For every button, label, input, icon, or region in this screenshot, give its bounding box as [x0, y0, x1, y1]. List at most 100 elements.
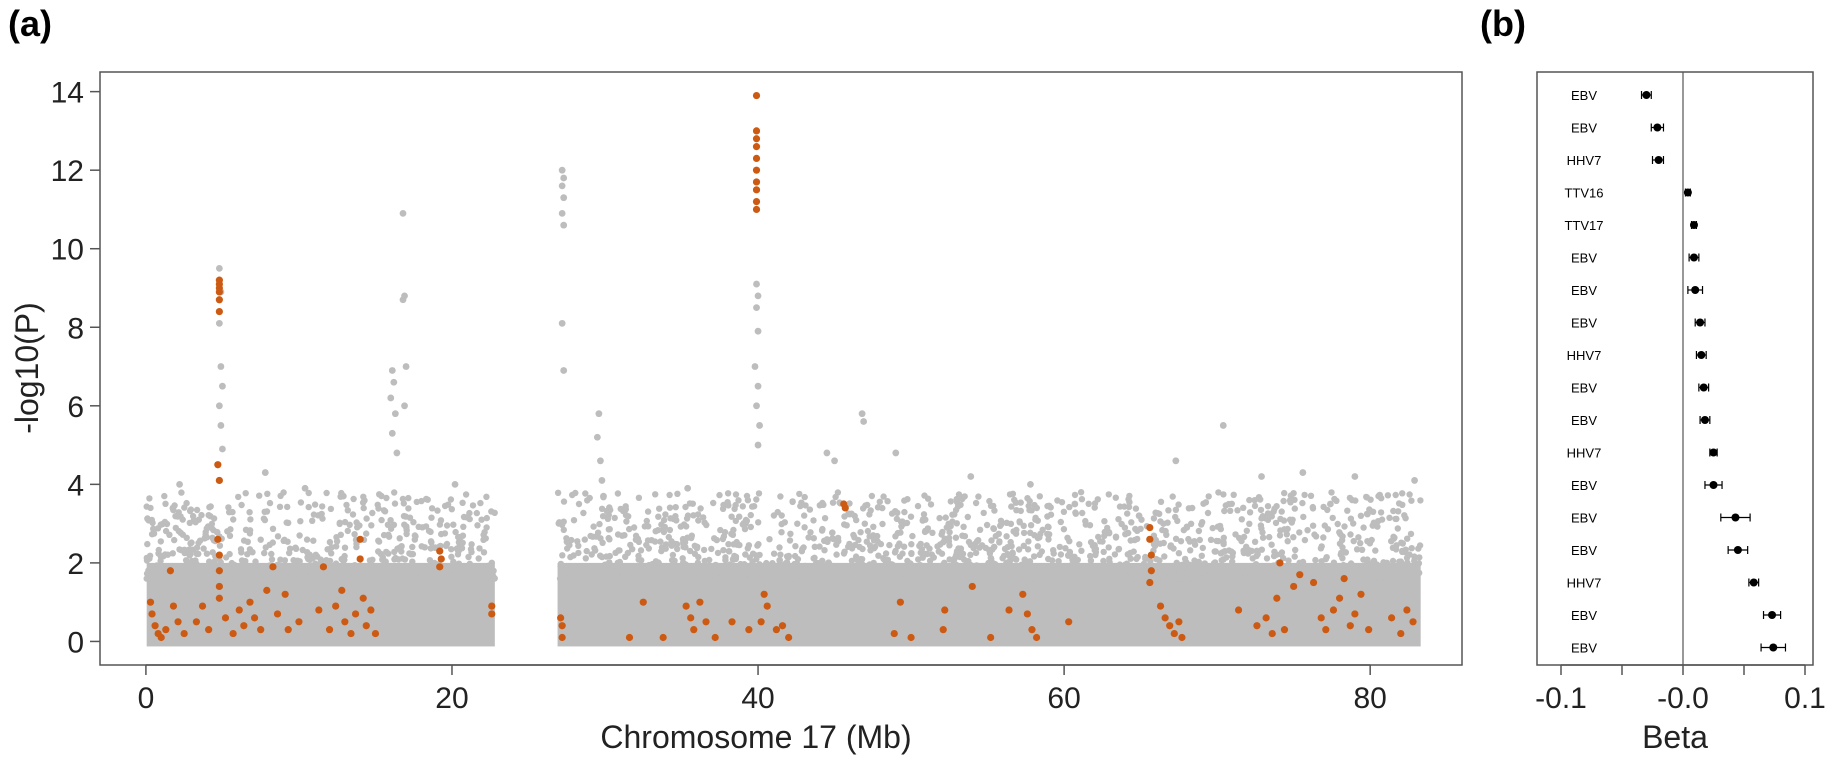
highlighted-snp-point: [281, 590, 289, 598]
snp-texture-dot: [319, 515, 326, 522]
snp-texture-dot: [256, 492, 263, 499]
snp-texture-dot: [1296, 529, 1303, 536]
panel-b-label: (b): [1480, 3, 1526, 44]
snp-texture-dot: [391, 500, 399, 507]
highlighted-snp-point: [263, 586, 271, 594]
snp-texture-dot: [862, 563, 869, 570]
snp-texture-dot: [1128, 519, 1135, 526]
forest-x-axis: -0.1 -0.0 0.1: [1535, 664, 1826, 715]
snp-texture-dot: [1092, 569, 1100, 576]
snp-texture-dot: [629, 546, 636, 553]
beta-estimate-point: [1697, 351, 1706, 359]
snp-texture-dot: [995, 575, 1002, 582]
highlighted-snp-point: [1170, 629, 1178, 638]
snp-texture-dot: [403, 530, 410, 538]
snp-texture-dot: [217, 558, 224, 566]
snp-texture-dot: [363, 530, 370, 537]
snp-texture-dot: [317, 556, 324, 563]
background-snp-point: [831, 457, 838, 465]
snp-texture-dot: [416, 565, 423, 573]
snp-texture-dot: [561, 574, 569, 581]
snp-texture-dot: [1291, 553, 1298, 560]
highlighted-snp-point: [639, 598, 647, 606]
snp-texture-dot: [1154, 510, 1162, 517]
snp-texture-dot: [1229, 558, 1236, 565]
snp-texture-dot: [409, 558, 416, 565]
snp-texture-dot: [997, 522, 1004, 529]
snp-texture-dot: [975, 575, 982, 582]
snp-texture-dot: [1007, 566, 1014, 573]
snp-texture-dot: [349, 511, 357, 518]
snp-texture-dot: [303, 536, 311, 543]
snp-texture-dot: [1278, 508, 1285, 515]
snp-texture-dot: [478, 516, 485, 523]
snp-texture-dot: [323, 489, 330, 497]
highlighted-snp-point: [315, 606, 323, 614]
background-snp-point: [560, 221, 568, 229]
snp-texture-dot: [1304, 573, 1311, 580]
snp-texture-dot: [455, 533, 462, 541]
beta-estimate-point: [1769, 643, 1778, 652]
snp-texture-dot: [1253, 552, 1260, 560]
snp-texture-dot: [823, 569, 830, 576]
snp-texture-dot: [747, 511, 754, 519]
forest-x-axis-title: Beta: [1642, 719, 1708, 755]
forest-row-label: EBV: [1571, 511, 1597, 526]
snp-texture-dot: [740, 575, 747, 582]
highlighted-snp-point: [728, 618, 736, 626]
highlighted-snp-point: [229, 629, 237, 638]
snp-texture-dot: [1027, 522, 1035, 529]
snp-texture-dot: [1364, 538, 1371, 545]
snp-texture-dot: [1006, 552, 1013, 560]
snp-texture-dot: [920, 511, 928, 518]
snp-texture-dot: [327, 505, 335, 513]
snp-texture-dot: [360, 493, 367, 500]
snp-texture-dot: [1273, 503, 1280, 510]
snp-texture-dot: [611, 514, 618, 522]
snp-texture-dot: [227, 526, 234, 533]
snp-texture-dot: [874, 504, 882, 511]
snp-texture-dot: [919, 517, 926, 524]
forest-x-tick-label: -0.1: [1535, 682, 1587, 715]
snp-texture-dot: [405, 494, 412, 502]
snp-texture-dot: [438, 575, 446, 582]
snp-texture-dot: [1357, 512, 1365, 519]
highlighted-snp-point: [1028, 626, 1036, 634]
snp-texture-dot: [950, 559, 958, 566]
snp-texture-dot: [1340, 561, 1347, 569]
snp-texture-dot: [740, 520, 747, 527]
snp-texture-dot: [1101, 532, 1108, 539]
snp-texture-dot: [399, 555, 406, 562]
snp-texture-dot: [311, 501, 319, 508]
snp-texture-dot: [268, 556, 276, 563]
highlighted-snp-point: [215, 296, 223, 304]
highlighted-snp-point: [752, 205, 761, 214]
snp-texture-dot: [934, 543, 941, 550]
highlighted-snp-point: [1388, 614, 1396, 622]
snp-texture-dot: [1408, 497, 1415, 504]
snp-texture-dot: [1270, 552, 1278, 560]
snp-texture-dot: [1234, 507, 1241, 514]
forest-row-label: HHV7: [1567, 446, 1602, 461]
highlighted-snp-point: [205, 626, 213, 634]
snp-texture-dot: [1376, 491, 1384, 499]
snp-texture-dot: [346, 521, 353, 528]
snp-texture-dot: [1038, 574, 1045, 582]
highlighted-snp-point: [772, 626, 781, 634]
snp-texture-dot: [988, 537, 995, 544]
forest-row: TTV17: [1564, 218, 1698, 233]
snp-texture-dot: [375, 548, 382, 555]
snp-texture-dot: [1064, 534, 1071, 541]
snp-texture-dot: [481, 570, 488, 577]
snp-texture-dot: [1192, 571, 1199, 579]
snp-texture-dot: [1325, 570, 1332, 577]
snp-texture-dot: [787, 530, 794, 537]
snp-texture-dot: [669, 551, 677, 559]
snp-texture-dot: [203, 534, 210, 541]
highlighted-snp-point: [169, 602, 178, 610]
snp-texture-dot: [939, 574, 946, 582]
snp-texture-dot: [908, 541, 915, 548]
snp-texture-dot: [1309, 522, 1317, 529]
snp-texture-dot: [299, 546, 306, 554]
snp-texture-dot: [144, 515, 151, 522]
